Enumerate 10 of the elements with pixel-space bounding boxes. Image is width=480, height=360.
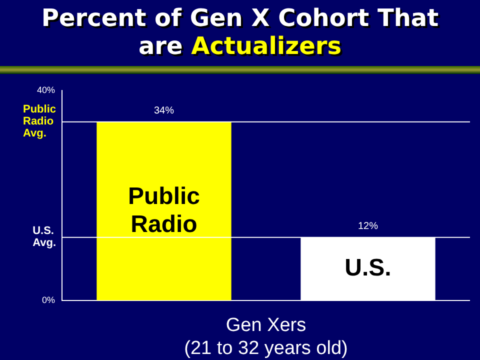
data-label: 34%: [154, 106, 174, 117]
data-label: 12%: [358, 221, 378, 232]
ref-line-label: Public Radio Avg.: [22, 103, 56, 140]
x-axis-title: Gen Xers (21 to 32 years old): [184, 315, 348, 359]
x-tick-label: Public Radio: [128, 182, 200, 238]
y-tick-label: 0%: [42, 294, 55, 305]
ref-line-label: U.S. Avg.: [32, 224, 56, 249]
x-tick-label: U.S.: [344, 254, 392, 282]
chart-title: Percent of Gen X Cohort That are Actualizers: [41, 4, 439, 60]
y-tick-label: 40%: [36, 84, 55, 95]
